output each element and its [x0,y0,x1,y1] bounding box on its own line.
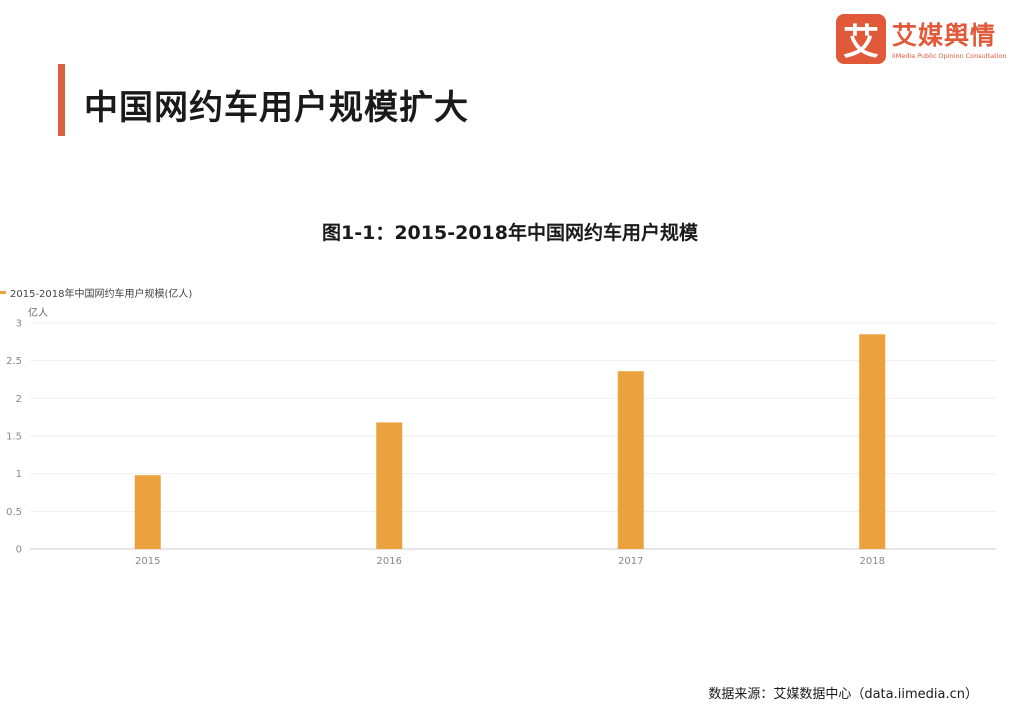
bar-2015 [134,475,161,549]
y-tick-label: 0 [16,545,22,556]
y-tick-label: 3 [16,319,22,330]
data-source: 数据来源：艾媒数据中心（data.iimedia.cn） [708,687,978,702]
bar-2017 [617,371,644,549]
legend-swatch [0,291,6,294]
chart-legend[interactable]: 2015-2018年中国网约车用户规模(亿人) [0,285,192,300]
y-tick-label: 2.5 [6,356,22,367]
chart-title: 图1-1：2015-2018年中国网约车用户规模 [322,222,698,244]
x-tick-label: 2018 [860,556,885,567]
bar-2018 [859,334,886,549]
y-tick-label: 0.5 [6,507,22,518]
legend-label: 2015-2018年中国网约车用户规模(亿人) [10,289,193,300]
logo-subtitle: iiMedia Public Opinion Consultation [892,52,1007,60]
y-tick-label: 1 [16,469,22,480]
title-accent-bar [58,64,65,136]
brand-logo: 艾 艾媒舆情 iiMedia Public Opinion Consultati… [836,14,1007,70]
x-tick-label: 2015 [135,556,160,567]
x-tick-label: 2017 [618,556,643,567]
logo-mark: 艾 [836,14,886,64]
y-tick-label: 1.5 [6,432,22,443]
bar-2016 [376,422,403,549]
y-axis-unit: 亿人 [28,308,48,319]
logo-name: 艾媒舆情 [892,21,997,50]
y-tick-label: 2 [16,394,22,405]
x-tick-label: 2016 [377,556,402,567]
page-title: 中国网约车用户规模扩大 [84,88,469,128]
